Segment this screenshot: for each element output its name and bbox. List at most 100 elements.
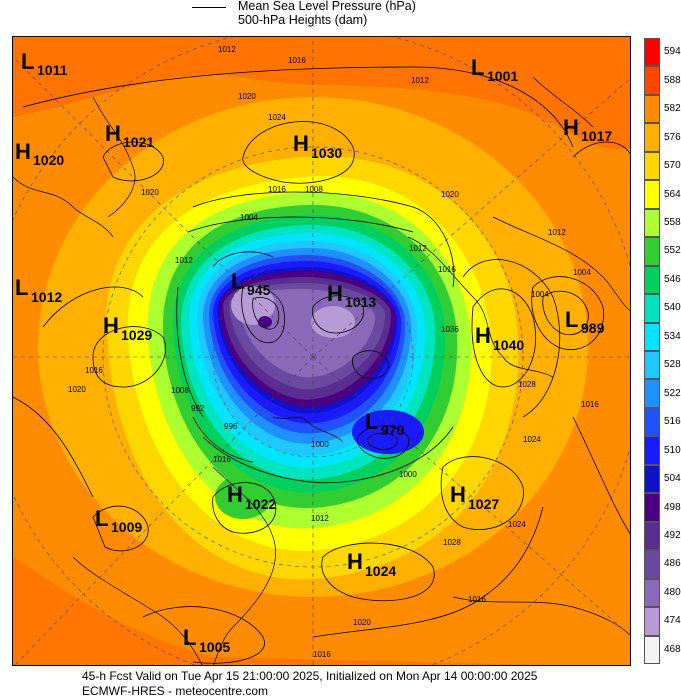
svg-text:1001: 1001	[487, 68, 518, 84]
colorbar-label: 468	[664, 643, 681, 655]
height-band-low-core	[258, 316, 272, 328]
svg-text:1017: 1017	[581, 128, 612, 144]
colorbar-cell	[644, 407, 660, 437]
isobar-label: 1012	[218, 45, 236, 54]
pressure-center-high: H 1013	[327, 281, 376, 310]
colorbar-label: 528	[664, 359, 681, 371]
colorbar-label: 504	[664, 473, 681, 485]
isobar-label: 1028	[443, 538, 461, 547]
colorbar-label: 558	[664, 216, 681, 228]
colorbar-label: 516	[664, 416, 681, 428]
isobar-legend-line	[192, 7, 226, 8]
forecast-map: 1012 1016 1020 1024 1020 1016 1008 1004 …	[12, 36, 631, 666]
svg-text:945: 945	[247, 282, 271, 298]
colorbar-label: 570	[664, 160, 681, 172]
svg-text:H: H	[347, 549, 363, 574]
svg-text:1013: 1013	[345, 294, 376, 310]
svg-text:L: L	[231, 269, 244, 294]
svg-text:1027: 1027	[468, 496, 499, 512]
svg-text:H: H	[15, 139, 31, 164]
pressure-center-low: L 970	[365, 409, 405, 438]
svg-text:1029: 1029	[121, 327, 152, 343]
colorbar-label: 576	[664, 131, 681, 143]
isobar-label: 992	[191, 404, 205, 413]
colorbar-label: 588	[664, 74, 681, 86]
colorbar-cell	[644, 123, 660, 152]
svg-text:989: 989	[581, 320, 605, 336]
colorbar-cell	[644, 607, 660, 636]
colorbar-cell	[644, 635, 660, 664]
isobar-label: 1020	[441, 190, 459, 199]
isobar-label: 1000	[311, 440, 329, 449]
pressure-center-high: H 1017	[563, 115, 612, 144]
pressure-legend-label: Mean Sea Level Pressure (hPa)	[238, 0, 416, 13]
svg-text:1024: 1024	[365, 563, 396, 579]
pressure-center-high: H 1040	[475, 323, 524, 353]
colorbar-cell	[644, 578, 660, 608]
isobar-label: 1012	[409, 244, 427, 253]
colorbar-cell	[644, 237, 660, 266]
pressure-center-high: H 1022	[227, 482, 276, 512]
svg-text:1040: 1040	[493, 337, 524, 353]
svg-text:1030: 1030	[311, 145, 342, 161]
colorbar-cell	[644, 38, 660, 67]
colorbar-cell	[644, 294, 660, 323]
isobar-label: 1000	[399, 470, 417, 479]
isobar-label: 1012	[411, 76, 429, 85]
isobar-label: 1012	[175, 256, 193, 265]
svg-text:H: H	[327, 281, 343, 306]
isobar-label: 996	[224, 422, 238, 431]
colorbar-cell	[644, 493, 660, 522]
colorbar-cell	[644, 265, 660, 295]
pressure-center-high: H 1029	[103, 313, 152, 343]
colorbar-cell	[644, 208, 660, 238]
svg-text:H: H	[105, 121, 121, 146]
isobar-label: 1024	[508, 520, 526, 529]
svg-text:1022: 1022	[245, 496, 276, 512]
isobar-label: 1020	[141, 188, 159, 197]
isobar-label: 1020	[238, 92, 256, 101]
isobar-label: 1016	[213, 455, 231, 464]
svg-text:L: L	[365, 409, 378, 434]
height-band-552-lobe	[215, 475, 271, 519]
colorbar-label: 510	[664, 444, 681, 456]
isobar-label: 1028	[518, 380, 536, 389]
svg-text:1021: 1021	[123, 134, 154, 150]
colorbar-label: 546	[664, 273, 681, 285]
height-band-588-north	[13, 37, 630, 149]
svg-text:L: L	[183, 625, 196, 650]
forecast-valid-caption: 45-h Fcst Valid on Tue Apr 15 21:00:00 2…	[82, 669, 538, 683]
svg-text:L: L	[565, 307, 578, 332]
pressure-center-low: L 989	[565, 307, 605, 336]
pressure-center-high: H 1021	[105, 121, 154, 150]
colorbar-label: 480	[664, 586, 681, 598]
colorbar-label: 564	[664, 188, 681, 200]
isobar-label: 1020	[68, 385, 86, 394]
colorbar-cell	[644, 436, 660, 465]
svg-text:H: H	[450, 482, 466, 507]
pressure-centers: L 1011 L 1001 H 1021 H 1030 H 1017 H 1020 L 101…	[15, 49, 612, 655]
pressure-center-low: L 1009	[95, 506, 142, 535]
pressure-center-low: L 1012	[15, 275, 62, 305]
isobar-label: 1020	[353, 618, 371, 627]
pressure-center-low: L 1001	[471, 55, 518, 84]
isobar-label: 1024	[268, 113, 286, 122]
svg-text:1005: 1005	[199, 639, 230, 655]
colorbar-label: 522	[664, 387, 681, 399]
legend: Mean Sea Level Pressure (hPa) 500-hPa He…	[190, 0, 490, 32]
svg-text:H: H	[103, 313, 119, 338]
pressure-center-high: H 1027	[450, 482, 499, 512]
svg-text:H: H	[227, 482, 243, 507]
svg-text:L: L	[95, 506, 108, 531]
isobar-label: 1012	[548, 228, 566, 237]
isobars	[13, 66, 630, 664]
svg-text:1020: 1020	[33, 152, 64, 168]
isobar-label: 1012	[311, 514, 329, 523]
colorbar-label: 492	[664, 529, 681, 541]
svg-text:1012: 1012	[31, 289, 62, 305]
colorbar-label: 474	[664, 615, 681, 627]
isobar-label: 1016	[438, 265, 456, 274]
pressure-center-low: L 945	[231, 269, 271, 298]
colorbar-label: 552	[664, 245, 681, 257]
model-source-caption: ECMWF-HRES - meteocentre.com	[82, 684, 269, 698]
